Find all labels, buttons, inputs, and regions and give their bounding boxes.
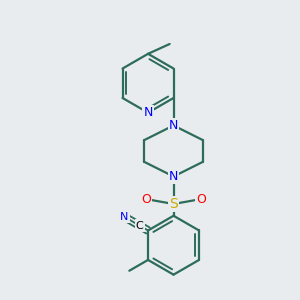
Text: S: S <box>169 197 178 211</box>
Text: N: N <box>120 212 128 222</box>
Text: O: O <box>141 193 151 206</box>
Text: N: N <box>169 119 178 132</box>
Text: N: N <box>169 170 178 183</box>
Text: O: O <box>196 193 206 206</box>
Text: C: C <box>136 220 143 231</box>
Text: N: N <box>143 106 153 119</box>
